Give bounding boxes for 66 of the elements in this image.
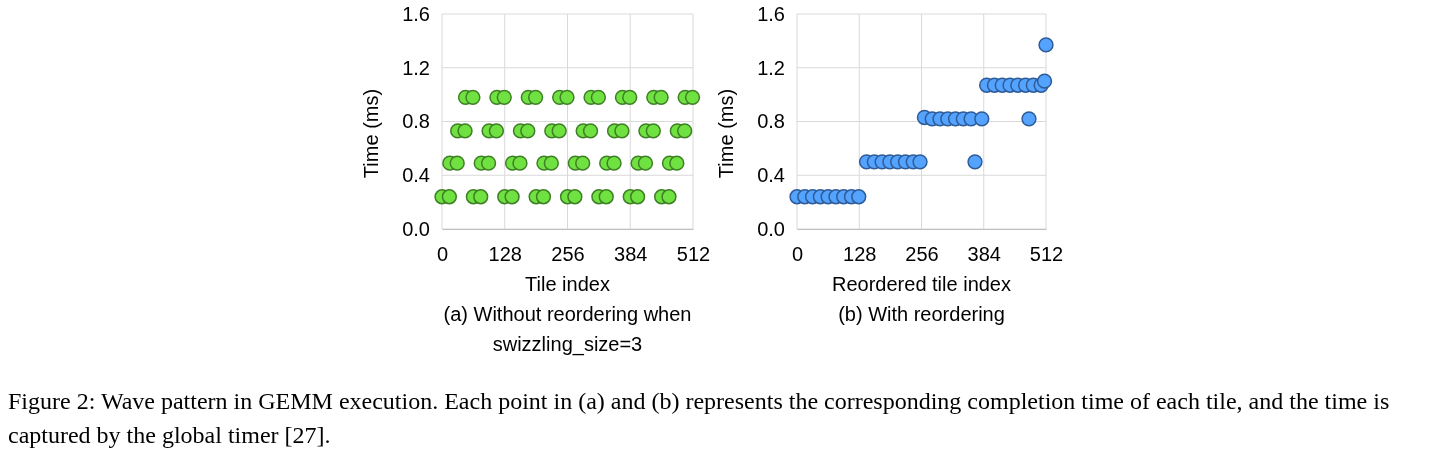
point — [496, 89, 512, 105]
y-tick-label: 0.8 — [757, 110, 785, 133]
point — [614, 123, 630, 139]
y-tick-label: 1.2 — [757, 56, 785, 79]
x-tick-label: 384 — [967, 243, 1001, 266]
point — [559, 89, 575, 105]
point — [653, 89, 669, 105]
x-axis-title: Tile index — [525, 273, 610, 295]
point — [488, 123, 505, 139]
y-tick-label: 0.4 — [757, 164, 785, 187]
x-tick-label: 128 — [843, 243, 877, 266]
point — [457, 123, 473, 139]
x-axis-title: Reordered tile index — [832, 273, 1011, 295]
x-tick-label: 0 — [791, 243, 804, 266]
y-tick-label: 0.4 — [402, 164, 430, 187]
point — [1038, 37, 1054, 53]
point — [512, 155, 528, 171]
y-tick-label: 0.0 — [757, 217, 785, 240]
point — [967, 154, 983, 170]
point — [543, 155, 559, 171]
x-tick-label: 512 — [676, 243, 711, 266]
point — [473, 189, 489, 205]
point — [661, 189, 677, 205]
point — [851, 189, 867, 205]
point — [551, 123, 567, 139]
y-tick-label: 1.2 — [402, 56, 430, 79]
point — [677, 123, 693, 139]
caption: Figure 2: Wave pattern in GEMM execution. Each point in (a) and (b) represents the corresponding completion time of each tile, and the time is captured by the global timer [27]. — [8, 388, 1390, 448]
point — [527, 89, 544, 105]
point — [606, 155, 622, 171]
point — [684, 89, 701, 105]
x-tick-label: 512 — [1029, 243, 1064, 266]
point — [590, 89, 607, 105]
text: (a) Without reordering when swizzling_size=3 — [443, 303, 692, 356]
y-tick-label: 0.8 — [402, 110, 430, 133]
point — [645, 123, 661, 139]
x-tick-label: 384 — [614, 243, 648, 266]
point — [1036, 73, 1053, 89]
point — [669, 155, 685, 171]
x-tick-label: 0 — [436, 243, 449, 266]
point — [1021, 111, 1037, 127]
point — [535, 189, 552, 205]
y-tick-label: 1.6 — [402, 2, 430, 25]
point — [567, 189, 583, 205]
y-tick-label: 0.0 — [402, 217, 430, 240]
point — [622, 89, 638, 105]
x-tick-label: 128 — [488, 243, 522, 266]
point — [629, 189, 646, 205]
point — [465, 89, 481, 105]
point — [582, 123, 599, 139]
point — [912, 154, 928, 170]
point — [520, 123, 536, 139]
y-axis-title: Time (ms) — [715, 88, 737, 179]
point — [504, 189, 520, 205]
point — [575, 155, 591, 171]
y-axis-title: Time (ms) — [360, 88, 382, 179]
point — [974, 111, 990, 127]
y-tick-label: 1.6 — [757, 2, 785, 25]
point — [480, 155, 497, 171]
text: (b) With reordering — [838, 303, 1005, 325]
point — [598, 189, 614, 205]
point — [441, 189, 458, 205]
point — [449, 155, 465, 171]
x-tick-label: 256 — [551, 243, 585, 266]
x-tick-label: 256 — [905, 243, 939, 266]
point — [637, 155, 654, 171]
